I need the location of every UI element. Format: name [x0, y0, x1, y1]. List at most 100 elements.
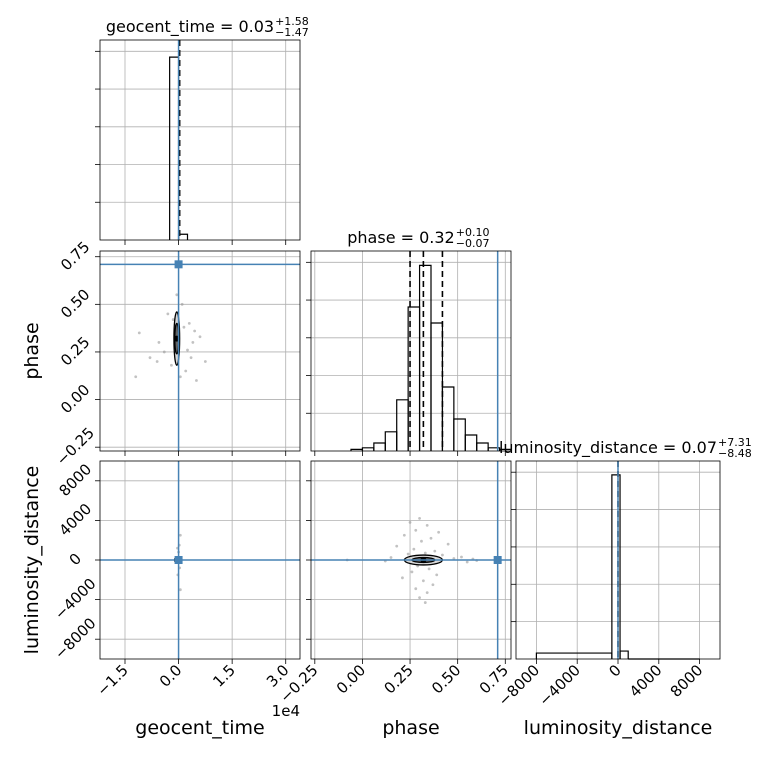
sample-point — [157, 341, 161, 344]
sample-point — [425, 591, 429, 595]
sample-point — [435, 573, 439, 577]
tick-label-y: −0.25 — [53, 424, 98, 469]
sample-point — [418, 517, 421, 520]
tick-label-y: −4000 — [51, 575, 100, 624]
panel-frame — [310, 460, 512, 660]
sample-point — [178, 533, 182, 537]
sample-point — [427, 567, 431, 571]
tick-label-x: −1.5 — [93, 661, 131, 699]
sample-point — [186, 348, 189, 352]
title-text: phase = 0.32 — [347, 228, 454, 247]
sample-point — [178, 375, 182, 379]
sample-point — [433, 549, 437, 553]
title-subscript: −8.48 — [718, 447, 752, 460]
sample-point — [187, 321, 191, 325]
panel-frame — [515, 460, 721, 660]
histogram-bar — [373, 442, 386, 451]
tick-label-x: 8000 — [667, 661, 707, 701]
histogram-bar — [476, 442, 489, 451]
sample-point — [402, 533, 406, 537]
histogram-title: luminosity_distance = 0.07 — [499, 438, 717, 458]
tick-label-y: −8000 — [51, 614, 100, 663]
panel-frame — [99, 250, 301, 452]
sample-point — [410, 570, 414, 574]
sample-point — [406, 552, 410, 556]
y-axis-label-luminosity_distance: luminosity_distance — [21, 466, 43, 655]
tick-label-x: 0.50 — [428, 661, 464, 697]
tick-label-x: −4000 — [535, 661, 584, 710]
tick-label-y: 0 — [66, 550, 85, 569]
tick-label-x: 0.00 — [333, 661, 369, 697]
sample-point — [191, 341, 195, 344]
histogram-panel-geocent_time: geocent_time = 0.03 +1.58 −1.47 — [95, 15, 309, 245]
sample-point — [423, 551, 427, 555]
sample-point — [437, 530, 441, 534]
axis-labels: geocent_time phase luminosity_distancephas… — [21, 322, 712, 739]
histogram-bar — [361, 447, 375, 451]
sample-point — [175, 293, 179, 297]
sample-point — [420, 539, 423, 543]
x-axis-label-geocent_time: geocent_time — [135, 717, 264, 739]
title-superscript: +1.58 — [275, 15, 309, 28]
histogram-bar — [441, 386, 455, 451]
tick-label-y: 0.50 — [57, 285, 93, 321]
histogram-panel-luminosity_distance: luminosity_distance = 0.07 +7.31 −8.48 — [499, 436, 752, 664]
x-axis-label-phase: phase — [382, 717, 439, 739]
histogram-bar — [453, 418, 466, 451]
sample-point — [395, 544, 399, 548]
sample-point — [423, 601, 427, 604]
tick-label-x: 0.25 — [381, 661, 417, 697]
tick-label-y: 0.25 — [57, 333, 93, 369]
sample-point — [412, 547, 416, 551]
sample-point — [148, 356, 152, 360]
sample-point — [414, 587, 418, 591]
tick-label-y: 0.00 — [57, 381, 93, 417]
panel-frame — [99, 39, 301, 241]
sample-point — [431, 583, 435, 587]
sample-point — [401, 576, 404, 580]
histogram-bar — [418, 264, 432, 451]
sample-point — [189, 356, 193, 360]
title-subscript: −1.47 — [275, 26, 309, 39]
pair-panel-phase-luminosity_distance: −0.25 0.00 0.25 0.50 0.75 — [276, 460, 512, 706]
histogram-bar — [619, 650, 629, 659]
sample-point — [184, 369, 188, 373]
sample-point — [180, 302, 184, 306]
histogram-title: phase = 0.32 — [347, 228, 454, 247]
sample-point — [460, 555, 463, 559]
sample-point — [389, 556, 393, 559]
truth-marker — [174, 556, 183, 564]
histogram-bar — [384, 431, 398, 451]
sample-point — [408, 520, 412, 524]
truth-marker — [174, 260, 183, 269]
y-axis-label-phase: phase — [21, 322, 43, 379]
pair-panel-geocent_time-phase: −0.25 0.00 0.25 0.50 0.75 — [53, 238, 301, 469]
tick-label-x: 4000 — [626, 661, 666, 701]
sample-point — [465, 560, 469, 564]
sample-point — [162, 350, 166, 354]
histogram-bar — [169, 56, 180, 240]
sample-point — [418, 596, 421, 600]
histogram-bar — [535, 652, 613, 659]
title-superscript: +0.10 — [456, 226, 490, 239]
sample-point — [425, 523, 429, 527]
tick-label-x: 1.5 — [209, 661, 239, 691]
histogram-title: geocent_time = 0.03 — [106, 17, 274, 37]
histogram-panel-phase: phase = 0.32 +0.10 −0.07 — [306, 226, 512, 456]
title-text: geocent_time = 0.03 — [106, 17, 274, 37]
sample-point — [171, 318, 175, 321]
histogram-x-ticklabels: −8000−4000 0 4000 8000 — [495, 661, 707, 710]
sample-point — [178, 588, 182, 592]
sample-point — [137, 331, 141, 335]
truth-marker — [493, 556, 502, 564]
sample-point — [203, 360, 207, 363]
x-axis-label-luminosity_distance: luminosity_distance — [524, 717, 713, 739]
histogram-bar — [396, 399, 409, 451]
tick-label-x: 0.0 — [156, 661, 186, 691]
sample-point — [193, 329, 197, 333]
sample-point — [421, 579, 425, 583]
tick-label-x: 0 — [605, 661, 624, 680]
